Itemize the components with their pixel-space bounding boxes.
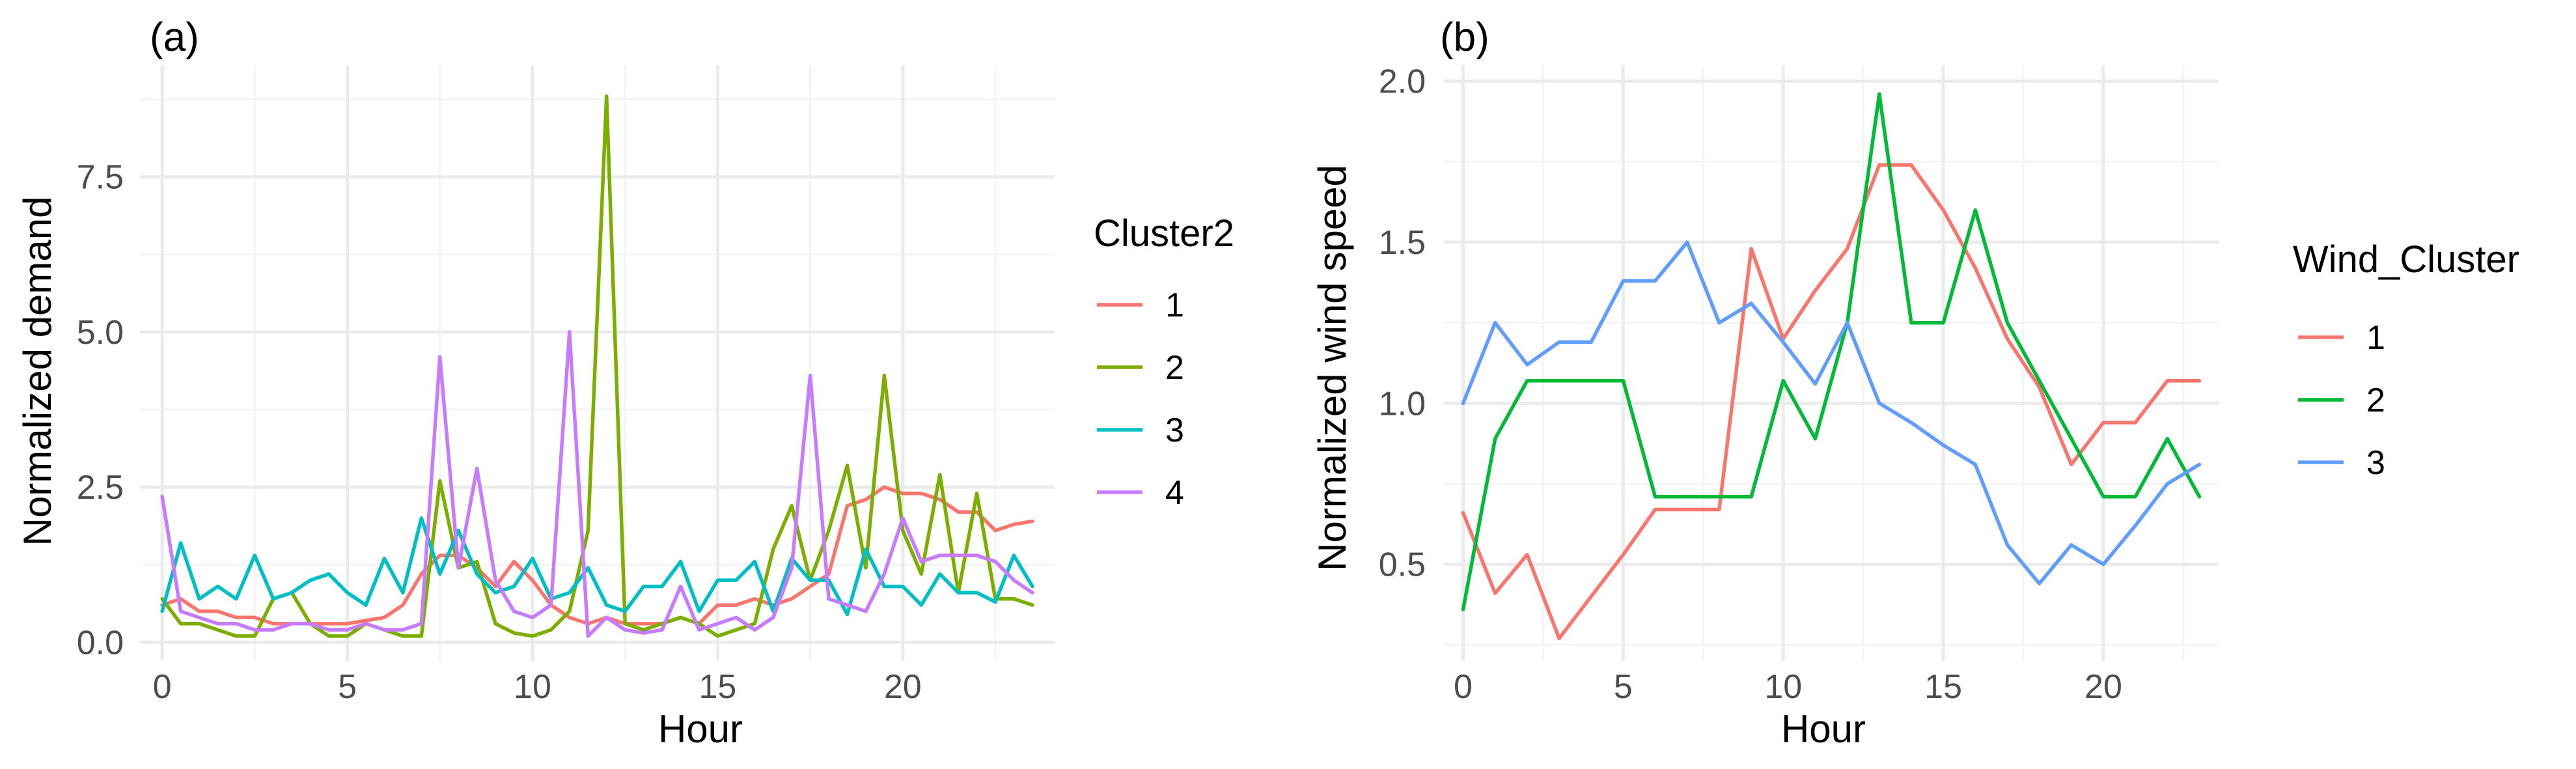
series-line-2 xyxy=(160,94,1034,638)
panel-a-series xyxy=(160,94,1034,638)
legend-label-1: 1 xyxy=(1165,287,1184,324)
panel-a-x-axis-title: Hour xyxy=(658,707,743,751)
panel-b-gridlines xyxy=(1444,65,2219,661)
y-tick-label: 2.0 xyxy=(1379,63,1426,101)
x-tick-label: 5 xyxy=(338,668,357,706)
series-line-3 xyxy=(1461,240,2202,586)
y-tick-label: 7.5 xyxy=(77,159,124,197)
legend-label-2: 2 xyxy=(1165,349,1184,387)
x-tick-label: 20 xyxy=(884,668,922,706)
x-tick-label: 10 xyxy=(1764,668,1802,706)
y-tick-label: 1.0 xyxy=(1379,385,1426,423)
legend-label-4: 4 xyxy=(1165,474,1184,512)
panel-b-y-axis-title: Normalized wind speed xyxy=(1310,165,1354,571)
x-tick-label: 10 xyxy=(514,668,551,706)
panel-a-y-axis-title: Normalized demand xyxy=(16,197,59,546)
panel-b-legend-entries: 1 2 3 xyxy=(2298,319,2385,482)
x-tick-label: 5 xyxy=(1614,668,1633,706)
y-tick-label: 0.5 xyxy=(1379,546,1426,584)
x-tick-label: 15 xyxy=(699,668,736,706)
series-line-3 xyxy=(160,516,1034,617)
y-tick-label: 1.5 xyxy=(1379,224,1426,262)
panel-b: 0 5 10 15 20 0.5 1.0 1.5 2.0 (b) Hour Normalized… xyxy=(1310,15,2519,751)
panel-a: 0 5 10 15 20 0.0 2.5 5.0 7.5 (a) Hour Normalized… xyxy=(16,15,1234,751)
panel-b-legend: Wind_Cluster 1 2 3 xyxy=(2293,238,2519,482)
series-line-2 xyxy=(1461,92,2202,611)
panel-a-legend: Cluster2 1 2 3 4 xyxy=(1094,212,1234,512)
panel-b-label: (b) xyxy=(1440,15,1489,60)
x-tick-label: 0 xyxy=(153,668,172,706)
y-tick-label: 5.0 xyxy=(77,314,124,352)
y-tick-label: 2.5 xyxy=(77,469,124,507)
x-tick-label: 0 xyxy=(1454,668,1473,706)
legend-label-3: 3 xyxy=(1165,412,1184,449)
panel-b-x-axis-title: Hour xyxy=(1781,707,1866,751)
legend-label-1: 1 xyxy=(2366,319,2385,357)
legend-label-2: 2 xyxy=(2366,382,2385,419)
x-tick-label: 20 xyxy=(2084,668,2122,706)
x-tick-label: 15 xyxy=(1924,668,1962,706)
panel-b-series xyxy=(1461,92,2202,641)
series-line-1 xyxy=(1461,163,2202,641)
panel-a-gridlines xyxy=(140,65,1055,661)
panel-b-legend-title: Wind_Cluster xyxy=(2293,238,2519,281)
panel-b-tick-labels: 0 5 10 15 20 0.5 1.0 1.5 2.0 xyxy=(1379,63,2122,706)
panel-a-legend-title: Cluster2 xyxy=(1094,212,1234,255)
series-line-4 xyxy=(160,330,1034,638)
legend-label-3: 3 xyxy=(2366,444,2385,482)
panel-a-legend-entries: 1 2 3 4 xyxy=(1097,287,1184,512)
y-tick-label: 0.0 xyxy=(77,624,124,662)
panel-a-tick-labels: 0 5 10 15 20 0.0 2.5 5.0 7.5 xyxy=(77,159,922,706)
panel-a-label: (a) xyxy=(150,15,199,60)
